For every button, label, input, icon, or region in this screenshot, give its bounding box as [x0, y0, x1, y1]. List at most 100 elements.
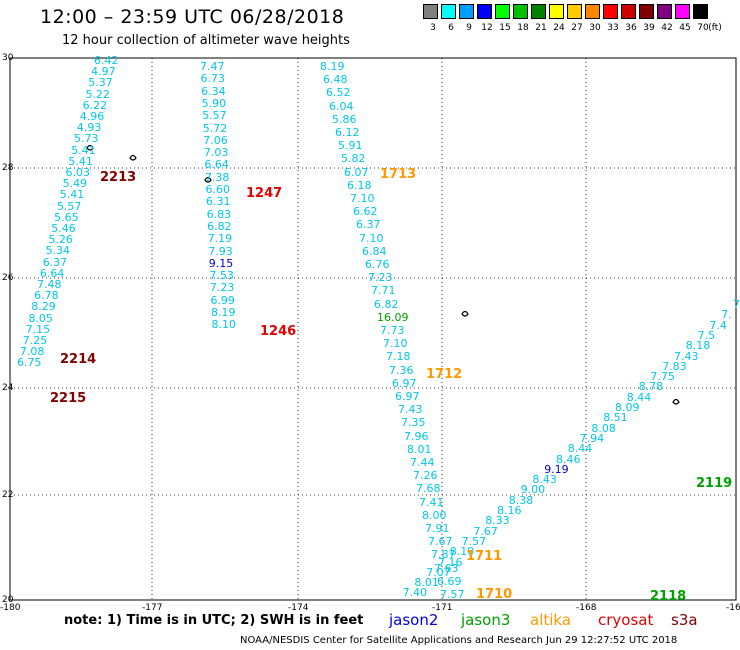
legend-swatch — [657, 4, 672, 19]
swh-value: 5.34 — [45, 244, 71, 258]
swh-value: 7.35 — [401, 416, 426, 430]
swh-value: 6.82 — [207, 219, 232, 233]
swh-value: 7.68 — [416, 482, 441, 496]
swh-value: 8.08 — [591, 421, 616, 435]
swh-value: 8.01 — [414, 576, 439, 590]
swh-value: 7.53 — [209, 269, 234, 283]
swh-value: 7.18 — [386, 350, 411, 364]
legend-value: 45 — [679, 23, 691, 33]
satellite-name: altika — [530, 611, 572, 629]
swh-value: 8.43 — [532, 473, 557, 487]
swh-value: 8.00 — [422, 508, 447, 522]
swh-value: 6.69 — [437, 574, 462, 588]
swh-value: 6.22 — [82, 98, 108, 112]
satellite-name: s3a — [671, 611, 698, 629]
swh-value: 8.46 — [556, 452, 581, 466]
swh-value: 6.37 — [356, 218, 381, 232]
legend-swatch — [603, 4, 618, 19]
swh-value: 5.49 — [62, 177, 88, 191]
pass-time-label: 1246 — [260, 324, 297, 339]
swh-value: 6.12 — [335, 126, 360, 139]
swh-value: 7. — [721, 308, 732, 322]
latitude-tick: 30 — [2, 53, 14, 63]
swh-value: 7.36 — [389, 363, 414, 377]
satellite-name: jason3 — [461, 611, 511, 629]
swh-value: 5.91 — [338, 139, 363, 153]
latitude-tick: 22 — [2, 490, 14, 500]
swh-value: 5.72 — [202, 121, 228, 135]
pass-time-label: 1713 — [380, 167, 417, 182]
swh-value: 7.10 — [383, 337, 408, 351]
swh-value: 8.19 — [211, 306, 236, 319]
swh-value: 6.04 — [329, 99, 354, 113]
swh-value: 8.38 — [508, 493, 534, 507]
swh-value: 7.57 — [440, 588, 465, 601]
swh-value: 7.25 — [22, 334, 48, 347]
swh-value: 7.47 — [200, 60, 225, 73]
legend-value: 39 — [643, 23, 655, 33]
swh-value: 6.07 — [344, 165, 369, 179]
legend-swatch — [513, 4, 528, 19]
swh-value: 6.73 — [200, 72, 226, 86]
swh-value: 7.10 — [359, 231, 384, 245]
legend-value: 12 — [481, 23, 493, 33]
swh-value: 7.19 — [207, 232, 233, 246]
swh-value: 7.23 — [209, 281, 235, 295]
island-outline — [129, 154, 137, 161]
legend-value: 30 — [589, 23, 601, 33]
longitude-tick: -177 — [142, 603, 163, 613]
pass-time-label: 1712 — [426, 367, 463, 382]
legend-swatch — [459, 4, 474, 19]
latitude-tick: 24 — [2, 383, 14, 393]
swh-value: 7.15 — [25, 322, 51, 336]
swh-value: 7.07 — [426, 565, 451, 579]
credit-line: NOAA/NESDIS Center for Satellite Applica… — [240, 635, 678, 646]
map-title: 12:00 – 23:59 UTC 06/28/2018 — [40, 6, 345, 28]
latitude-tick: 20 — [2, 595, 14, 605]
swh-value: 8.51 — [603, 411, 628, 425]
swh-value: 5.57 — [56, 199, 82, 213]
pass-time-label: 1710 — [476, 587, 513, 602]
legend-value: 9 — [466, 23, 472, 33]
swh-value: 8.10 — [211, 318, 237, 332]
swh-value: 7.40 — [402, 586, 428, 600]
swh-value: 8.19 — [320, 60, 345, 73]
swh-value: 8.01 — [407, 442, 432, 456]
legend-value: 21 — [535, 23, 547, 33]
longitude-tick: -171 — [432, 603, 453, 613]
pass-time-label: 2213 — [100, 170, 137, 185]
swh-value: 5.73 — [74, 132, 99, 146]
swh-value: 6.62 — [353, 205, 378, 219]
swh-value: 5.46 — [51, 222, 76, 235]
legend-value: 42 — [661, 23, 673, 33]
swh-value: 7.44 — [410, 456, 435, 469]
swh-value: 6.82 — [374, 297, 399, 311]
swh-value: 8.33 — [485, 514, 510, 528]
swh-value: 9.15 — [208, 256, 234, 270]
legend-swatch — [441, 4, 456, 19]
swh-value: 5.90 — [201, 96, 227, 110]
swh-value: 7. — [733, 298, 740, 311]
swh-value: 5.57 — [202, 109, 227, 123]
legend-swatch — [567, 4, 582, 19]
swh-value: 7.4 — [709, 318, 727, 332]
swh-value: 6.84 — [362, 244, 387, 258]
map-frame — [9, 57, 737, 601]
longitude-tick: -168 — [576, 603, 597, 613]
swh-value: 7.03 — [203, 146, 229, 160]
swh-value: 5.37 — [88, 76, 113, 90]
swh-value: 9.00 — [520, 483, 546, 497]
legend-swatch — [639, 4, 654, 19]
legend-value: 3 — [430, 23, 436, 33]
satellite-name: jason2 — [389, 611, 439, 629]
swh-value: 6.18 — [347, 178, 372, 192]
island-outline — [672, 398, 680, 405]
legend-swatch — [495, 4, 510, 19]
swh-value: 6.75 — [17, 356, 42, 370]
legend-value: 36 — [625, 23, 637, 33]
swh-value: 5.82 — [341, 152, 366, 166]
swh-value: 7.23 — [368, 271, 393, 285]
swh-value: 6.78 — [34, 289, 59, 303]
swh-value: 7.67 — [428, 535, 453, 549]
